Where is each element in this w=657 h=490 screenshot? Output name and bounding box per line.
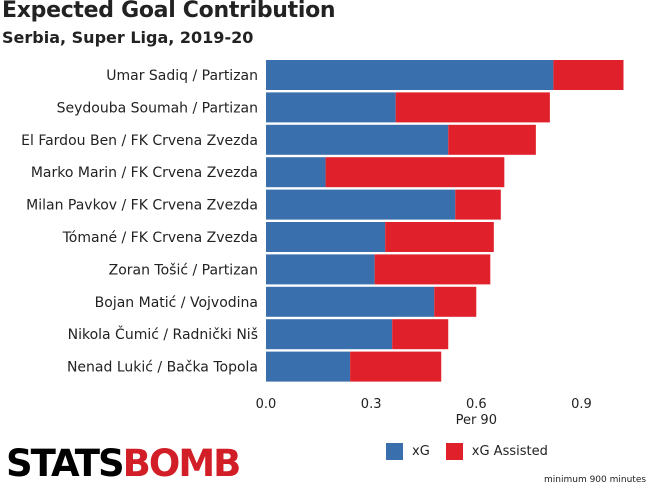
bar-xg [266,124,449,155]
bar-xg-assisted [325,157,505,188]
category-label: Milan Pavkov / FK Crvena Zvezda [26,198,258,214]
bar-xg [266,189,456,220]
category-label: Nikola Čumić / Radnički Niš [68,325,258,343]
bar-xg [266,351,351,382]
bar-xg-assisted [392,319,449,350]
bar-xg-assisted [385,222,494,252]
category-label: Zoran Tošić / Partizan [109,262,258,278]
bar-xg-assisted [434,286,477,317]
bar-xg-assisted [553,60,624,90]
bar-xg [266,157,326,188]
x-tick-label: 0.0 [256,397,277,412]
bar-xg-assisted [374,254,491,285]
category-label: Nenad Lukić / Bačka Topola [67,360,258,376]
x-tick-label: 0.6 [466,397,487,412]
legend: xG xG Assisted [386,443,564,460]
bar-xg [266,286,435,317]
legend-swatch-xg [386,443,403,460]
legend-item-xg-assisted: xG Assisted [445,443,548,460]
category-label: Tómané / FK Crvena Zvezda [62,230,258,246]
x-tick-label: 0.3 [361,397,382,412]
bar-xg [266,92,396,123]
category-label: Seydouba Soumah / Partizan [57,100,258,116]
logo-part-stats: STATS [6,441,125,485]
legend-swatch-xg-assisted [445,443,463,460]
chart-title: Expected Goal Contribution [2,0,336,23]
bar-xg [266,319,393,350]
bar-xg [266,254,375,285]
category-label: Marko Marin / FK Crvena Zvezda [31,165,258,181]
category-label: Bojan Matić / Vojvodina [95,295,258,311]
bar-xg [266,222,386,252]
statsbomb-logo: STATS BOMB [6,441,242,485]
legend-label-xg-assisted: xG Assisted [471,444,548,459]
logo-part-bomb: BOMB [122,441,242,485]
legend-item-xg: xG [386,443,430,460]
x-axis-label: Per 90 [456,413,497,428]
footnote: minimum 900 minutes [544,475,647,485]
bar-xg-assisted [455,189,501,220]
category-label: El Fardou Ben / FK Crvena Zvezda [21,133,258,149]
chart-subtitle: Serbia, Super Liga, 2019-20 [2,28,254,47]
bar-xg-assisted [350,351,442,382]
bar-xg-assisted [395,92,550,123]
bar-xg-assisted [448,124,536,155]
bar-xg [266,60,554,90]
x-tick-label: 0.9 [571,397,592,412]
category-label: Umar Sadiq / Partizan [106,68,258,84]
legend-label-xg: xG [412,444,430,459]
bar-chart: Umar Sadiq / Partizan Seydouba Soumah / P… [21,60,624,428]
